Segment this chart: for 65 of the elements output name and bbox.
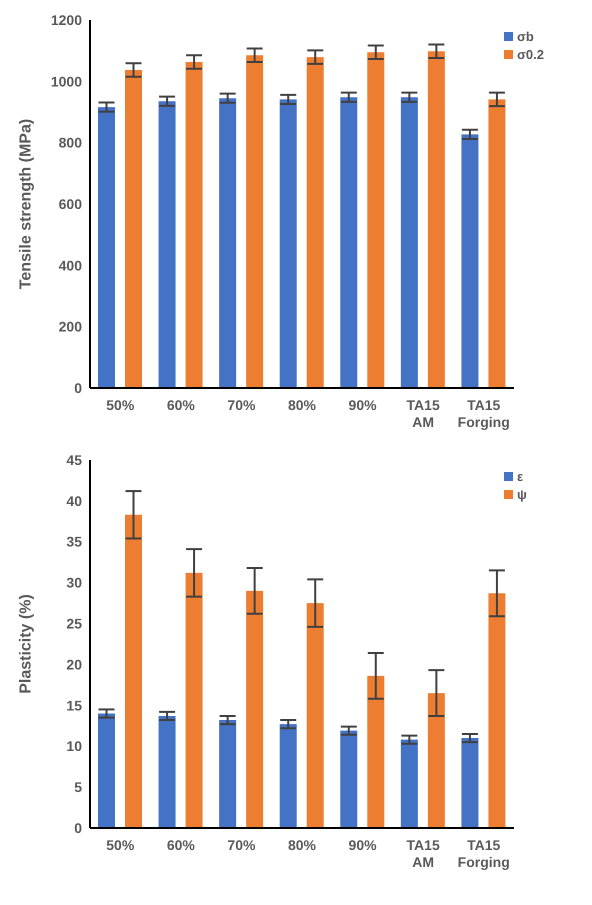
- y-tick-label: 0: [74, 380, 82, 396]
- bar: [98, 107, 115, 388]
- bar: [340, 730, 358, 828]
- legend-label: ψ: [517, 487, 527, 502]
- x-tick-label: 60%: [166, 837, 196, 853]
- y-tick-label: 10: [66, 738, 82, 754]
- y-axis-title: Tensile strength (MPa): [18, 118, 35, 290]
- bar: [400, 97, 418, 388]
- bar: [461, 134, 478, 388]
- x-tick-label: TA15 Forging: [458, 397, 510, 430]
- bar: [158, 101, 176, 388]
- x-tick-label: 50%: [106, 837, 135, 853]
- bar: [428, 693, 445, 828]
- x-tick-label: 90%: [348, 397, 378, 413]
- y-tick-label: 15: [66, 697, 82, 714]
- x-tick-label: TA15 AM: [406, 397, 440, 430]
- bar: [306, 603, 324, 828]
- bar: [158, 716, 176, 828]
- legend-label: ε: [517, 469, 524, 484]
- bar: [461, 738, 478, 828]
- bar: [186, 572, 203, 828]
- bar: [428, 51, 445, 388]
- bar: [488, 99, 506, 388]
- bar: [488, 593, 506, 828]
- legend-label: σ0.2: [517, 47, 544, 62]
- x-tick-label: 90%: [348, 837, 378, 853]
- y-tick-label: 400: [58, 257, 82, 274]
- bar: [125, 514, 142, 828]
- bar: [280, 724, 297, 828]
- y-tick-label: 40: [66, 492, 82, 509]
- y-tick-label: 1000: [50, 73, 82, 90]
- bar: [280, 99, 297, 388]
- y-tick-label: 600: [58, 196, 82, 212]
- bar: [186, 62, 203, 388]
- x-tick-label: 50%: [106, 397, 135, 413]
- x-tick-label: TA15 AM: [406, 837, 440, 870]
- y-tick-label: 200: [58, 318, 82, 335]
- bar: [219, 720, 236, 828]
- y-tick-label: 1200: [50, 12, 82, 28]
- y-tick-label: 30: [66, 574, 82, 591]
- y-tick-label: 0: [74, 820, 82, 836]
- y-tick-label: 5: [74, 779, 82, 796]
- bar: [367, 676, 384, 828]
- bar: [219, 98, 236, 388]
- bar: [340, 97, 358, 388]
- x-tick-label: 70%: [227, 837, 256, 853]
- x-tick-label: 60%: [166, 397, 196, 413]
- bar: [98, 714, 115, 828]
- x-tick-label: 80%: [288, 837, 317, 853]
- bar: [400, 740, 418, 828]
- x-tick-label: 80%: [288, 397, 317, 413]
- bar: [246, 590, 264, 828]
- x-tick-label: TA15 Forging: [458, 837, 510, 870]
- y-tick-label: 35: [66, 534, 82, 550]
- y-tick-label: 25: [66, 616, 82, 632]
- y-tick-label: 20: [66, 656, 82, 672]
- y-axis-title: Plasticity (%): [18, 594, 35, 694]
- bar: [246, 55, 264, 388]
- y-tick-label: 800: [58, 134, 82, 151]
- y-tick-label: 45: [66, 452, 82, 468]
- legend-label: σb: [517, 29, 534, 44]
- x-tick-label: 70%: [227, 397, 256, 413]
- bar: [125, 70, 142, 388]
- bar: [306, 57, 324, 388]
- bar: [367, 52, 384, 388]
